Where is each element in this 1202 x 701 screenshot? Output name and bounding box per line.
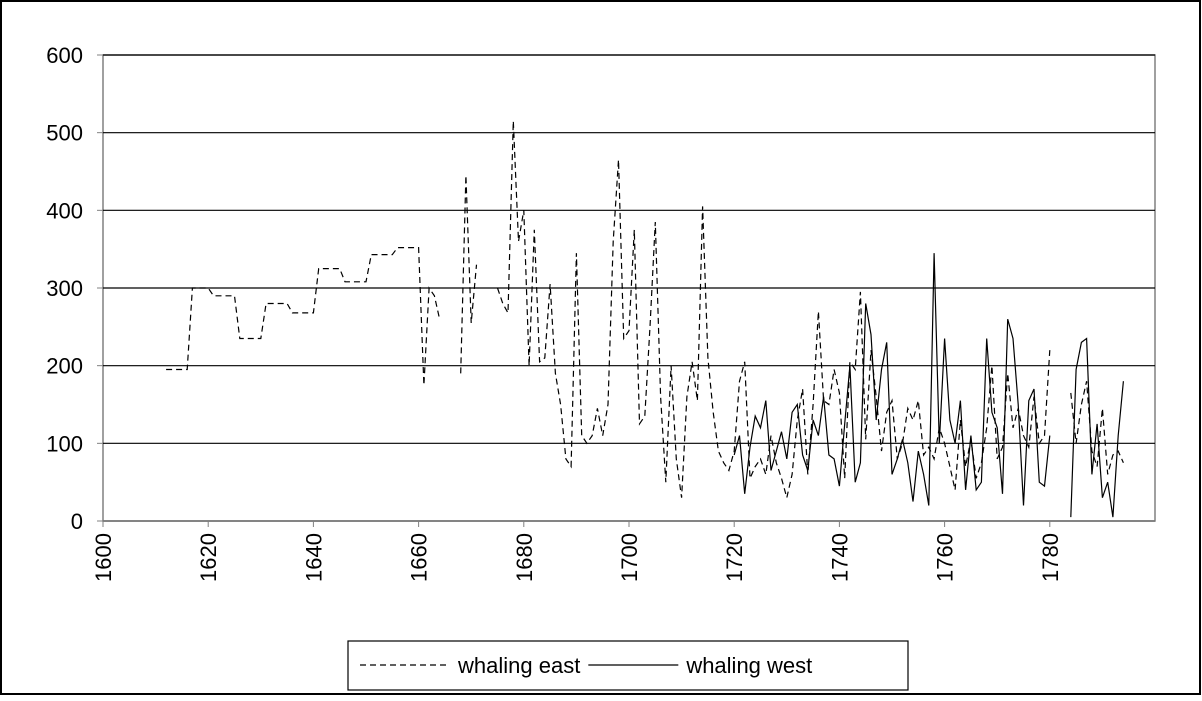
- y-tick-label: 200: [46, 354, 83, 379]
- y-tick-label: 600: [46, 43, 83, 68]
- legend-label: whaling west: [685, 653, 812, 678]
- y-tick-label: 100: [46, 431, 83, 456]
- y-tick-label: 0: [71, 509, 83, 534]
- series-line: [166, 120, 1124, 498]
- y-tick-label: 400: [46, 198, 83, 223]
- x-tick-label: 1700: [617, 533, 642, 582]
- y-tick-label: 500: [46, 121, 83, 146]
- x-tick-label: 1640: [301, 533, 326, 582]
- x-tick-label: 1660: [407, 533, 432, 582]
- x-tick-label: 1780: [1038, 533, 1063, 582]
- y-tick-label: 300: [46, 276, 83, 301]
- x-tick-label: 1720: [722, 533, 747, 582]
- x-tick-label: 1620: [196, 533, 221, 582]
- series-line: [733, 253, 1124, 518]
- x-tick-label: 1680: [512, 533, 537, 582]
- x-tick-label: 1760: [933, 533, 958, 582]
- x-tick-label: 1600: [91, 533, 116, 582]
- legend-label: whaling east: [457, 653, 580, 678]
- x-tick-label: 1740: [827, 533, 852, 582]
